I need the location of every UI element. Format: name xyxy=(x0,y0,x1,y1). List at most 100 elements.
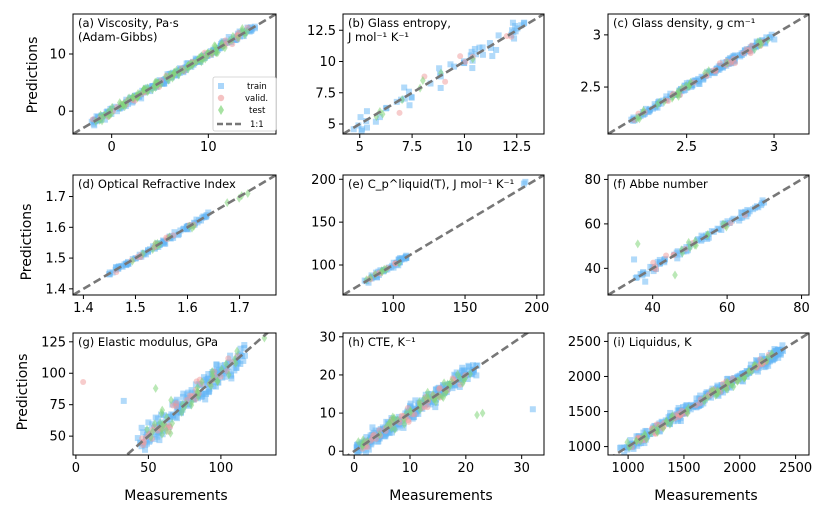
xlabel-col3: Measurements xyxy=(654,488,757,504)
point-train-d-0-88 xyxy=(160,238,167,245)
point-train-b-0-32 xyxy=(479,44,486,51)
point-train-f-0-68 xyxy=(698,237,705,244)
point-test-i-2-52 xyxy=(764,353,771,363)
ytick-label-d-1: 1.5 xyxy=(45,252,66,267)
point-train-c-0-122 xyxy=(763,34,770,41)
point-train-g-0-172 xyxy=(185,402,192,409)
point-train-g-0-158 xyxy=(145,419,152,426)
xtick-label-h-0: 0 xyxy=(350,461,358,476)
xtick-label-c-1: 3 xyxy=(770,140,778,155)
diag-line-f xyxy=(608,175,809,295)
ytick-label-d-0: 1.4 xyxy=(45,282,66,297)
point-train-a-0-106 xyxy=(161,80,168,87)
point-valid-c-1-19 xyxy=(716,60,723,67)
xtick-label-a-0: 0 xyxy=(108,140,116,155)
legend-marker-valid xyxy=(217,94,225,102)
point-train-b-0-24 xyxy=(518,22,525,29)
point-train-b-0-23 xyxy=(437,84,444,91)
point-train-g-0-16 xyxy=(237,345,244,352)
point-test-i-2-58 xyxy=(667,419,673,429)
xtick-label-c-0: 2.5 xyxy=(676,140,697,155)
point-train-c-0-29 xyxy=(771,36,778,43)
point-train-i-0-318 xyxy=(777,350,784,357)
point-valid-g-x0 xyxy=(80,379,87,386)
point-train-g-0-60 xyxy=(185,389,192,396)
xtick-label-i-3: 2500 xyxy=(779,461,812,476)
xtick-label-b-0: 5 xyxy=(356,140,364,155)
point-train-f-0-69 xyxy=(737,214,744,221)
xtick-label-f-0: 40 xyxy=(644,301,661,316)
point-test-b-2-3 xyxy=(399,95,405,105)
panel-h-frame xyxy=(342,332,545,456)
panel-a-points xyxy=(73,14,276,134)
point-train-b-0-48 xyxy=(473,51,480,58)
point-valid-g-1-26 xyxy=(173,403,180,410)
point-train-g-0-122 xyxy=(205,375,212,382)
point-train-b-0-45 xyxy=(363,108,370,115)
ytick-label-d-3: 1.7 xyxy=(45,190,66,205)
point-train-b-0-44 xyxy=(509,19,516,26)
panel-f-axes: 40 60 80 40 60 80 (f) Abbe number xyxy=(584,173,809,316)
panel-b-title-1: J mol⁻¹ K⁻¹ xyxy=(347,30,409,44)
diag-line-c xyxy=(608,14,809,134)
panel-f-frame xyxy=(607,174,810,296)
point-train-i-0-281 xyxy=(697,392,704,399)
diag-line-d xyxy=(73,175,276,295)
point-train-g-0-132 xyxy=(140,429,147,436)
points-layer xyxy=(73,14,809,455)
point-test-g-2-10 xyxy=(209,370,216,380)
xtick-label-d-3: 1.7 xyxy=(229,301,250,316)
point-train-f-0-3 xyxy=(676,251,683,258)
point-train-h-0-162 xyxy=(464,376,471,383)
point-train-b-0-15 xyxy=(405,88,412,95)
point-test-a-2-68 xyxy=(191,58,197,68)
point-test-h-2-47 xyxy=(390,412,396,422)
point-test-i-2-36 xyxy=(712,390,719,400)
point-train-f-x3 xyxy=(642,278,649,285)
point-test-h-2-45 xyxy=(439,391,446,401)
point-test-h-2-33 xyxy=(386,418,393,428)
ytick-label-h-0: 0 xyxy=(328,445,336,460)
legend-label-valid: valid. xyxy=(245,94,268,104)
point-test-a-2-108 xyxy=(120,100,126,110)
xtick-label-f-1: 60 xyxy=(719,301,736,316)
xtick-label-d-2: 1.6 xyxy=(177,301,198,316)
point-test-h-2-44 xyxy=(416,397,423,407)
point-train-h-0-150 xyxy=(473,362,480,369)
point-valid-f-1-6 xyxy=(663,252,670,259)
point-test-g-2-13 xyxy=(161,419,168,429)
point-train-b-0-21 xyxy=(406,102,413,109)
panel-d-frame xyxy=(72,174,277,296)
point-test-g-2-21 xyxy=(169,418,176,428)
panel-b-axes: 5 7.5 10 12.5 5 7.5 10 12.5 (b) Glass entropy,J … xyxy=(307,13,545,155)
point-train-b-0-26 xyxy=(488,44,495,51)
panel-a-frame xyxy=(72,13,277,135)
panel-c-axes: 2.5 3 2.5 3 (c) Glass density, g cm⁻¹ xyxy=(580,13,810,155)
point-train-g-0-86 xyxy=(142,446,149,453)
point-train-b-0-53 xyxy=(357,114,364,121)
point-train-i-0-56 xyxy=(779,342,786,349)
point-test-f-x1 xyxy=(672,270,678,280)
diag-line-a xyxy=(73,14,276,134)
ytick-label-h-2: 20 xyxy=(319,368,336,383)
panel-e-axes: 100 150 200 100 150 200 (e) C_p^liquid(T), J m… xyxy=(311,173,549,316)
point-train-i-0-300 xyxy=(656,427,663,434)
point-train-g-0-30 xyxy=(179,393,186,400)
xtick-label-h-1: 10 xyxy=(402,461,419,476)
legend-marker-train xyxy=(218,83,224,89)
point-test-b-2-7 xyxy=(379,109,386,119)
point-train-c-0-113 xyxy=(663,93,670,100)
point-train-i-0-212 xyxy=(617,444,624,451)
point-train-i-0-283 xyxy=(775,346,782,353)
xlabel-col1: Measurements xyxy=(124,488,227,504)
ytick-label-a-0: 0 xyxy=(58,105,66,120)
point-train-f-0-70 xyxy=(674,255,681,262)
point-train-h-0-192 xyxy=(374,438,381,445)
point-test-h-2-9 xyxy=(459,378,466,388)
point-test-h-2-6 xyxy=(467,369,473,379)
point-train-b-0-36 xyxy=(408,93,415,100)
point-train-g-0-161 xyxy=(217,362,224,369)
point-train-g-0-117 xyxy=(173,415,180,422)
point-valid-b-1-6 xyxy=(457,53,464,60)
ytick-label-g-2: 100 xyxy=(41,367,66,382)
